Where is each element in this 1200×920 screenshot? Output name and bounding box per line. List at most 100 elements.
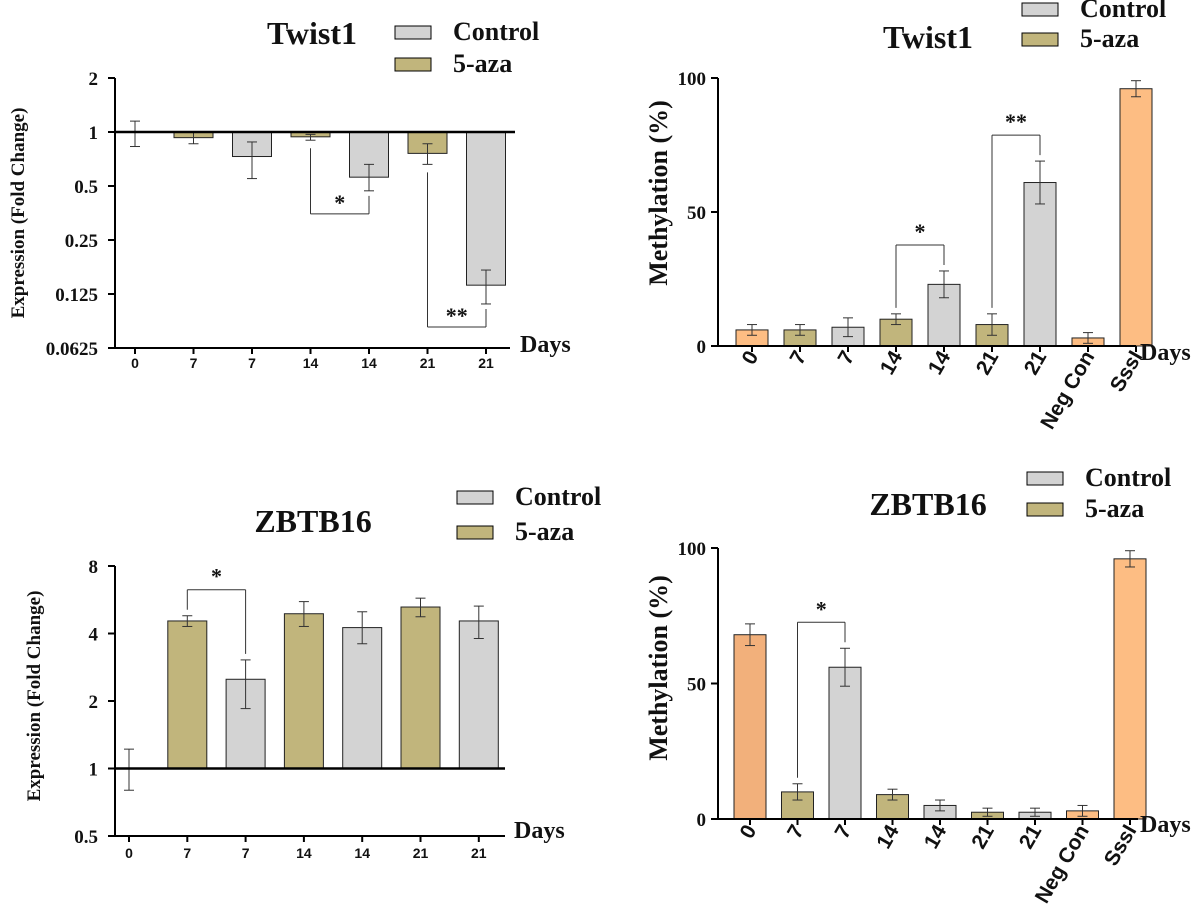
y-tick-label: 0 (697, 337, 707, 358)
error-bar-9 (1131, 80, 1141, 98)
significance-bracket-1 (310, 148, 370, 215)
chart-panel-3: ZBTB16 Control 5-aza Expression (Fold Chang… (24, 482, 601, 861)
x-tick-label: 21 (1015, 821, 1047, 853)
error-bar-7 (1030, 807, 1040, 817)
significance-label: ** (446, 303, 468, 328)
chart-title: Twist1 (267, 15, 357, 51)
x-tick-label: 21 (471, 845, 487, 861)
significance-bracket-2 (427, 172, 487, 328)
error-bar-8 (1077, 804, 1088, 817)
error-bar-1 (745, 623, 755, 647)
x-tick-label: 21 (478, 355, 494, 371)
error-bar-4 (887, 788, 898, 801)
error-bar-6 (987, 313, 997, 336)
x-tick-label: 7 (786, 347, 812, 369)
significance-bracket-2 (991, 134, 1041, 308)
significance-label: * (211, 564, 222, 589)
x-tick-label: 14 (354, 845, 370, 861)
x-tick-label: 14 (924, 347, 956, 379)
bar-6 (400, 606, 441, 769)
y-axis-title: Expression (Fold Change) (24, 591, 45, 802)
legend-label-control: Control (453, 17, 539, 46)
x-tick-label: 7 (834, 347, 860, 369)
y-axis-title: Expression (Fold Change) (8, 108, 29, 319)
error-bar-7 (1035, 160, 1045, 205)
x-tick-label: 7 (242, 845, 250, 861)
bar-7 (466, 131, 506, 286)
chart-title: ZBTB16 (254, 503, 371, 539)
y-tick-label: 4 (89, 625, 99, 646)
x-axis-title: Days (1140, 812, 1191, 838)
legend-label-control: Control (515, 482, 601, 511)
legend-swatch-control (1026, 471, 1064, 486)
error-bar-4 (305, 133, 316, 141)
error-bar-5 (935, 799, 945, 812)
x-axis-title: Days (1140, 340, 1191, 366)
y-tick-label: 1 (89, 760, 99, 781)
x-tick-label: 7 (831, 821, 857, 843)
significance-bracket-1 (895, 244, 945, 308)
x-tick-label: 7 (183, 845, 191, 861)
error-bar-7 (481, 269, 491, 305)
y-tick-label: 8 (89, 557, 99, 578)
x-tick-label: 21 (967, 821, 999, 853)
error-bar-2 (182, 615, 193, 627)
error-bar-7 (473, 605, 484, 639)
error-bar-3 (240, 659, 251, 710)
x-tick-label: 7 (783, 821, 809, 843)
error-bar-9 (1125, 550, 1135, 568)
bar-3 (828, 666, 862, 820)
y-tick-label: 50 (687, 675, 706, 696)
significance-label: * (334, 190, 345, 215)
y-tick-label: 100 (678, 69, 707, 90)
x-tick-label: 0 (738, 347, 764, 369)
legend-swatch-control (456, 490, 494, 505)
x-tick-label: 14 (920, 821, 952, 853)
error-bar-1 (747, 324, 757, 336)
error-bar-6 (422, 143, 433, 165)
bar-2 (167, 620, 208, 769)
y-axis-title: Methylation (%) (644, 100, 673, 286)
legend-label-aza: 5-aza (515, 517, 574, 546)
bar-1 (733, 634, 767, 820)
x-axis-title: Days (520, 332, 571, 358)
bar-7 (1023, 182, 1057, 347)
y-axis-title: Methylation (%) (644, 575, 673, 761)
y-tick-label: 0.5 (74, 827, 98, 848)
x-axis-title: Days (514, 818, 565, 844)
significance-bracket-1 (186, 589, 247, 654)
bar-9 (1119, 88, 1153, 347)
x-tick-label: 14 (876, 347, 908, 379)
error-bar-1 (130, 120, 140, 148)
y-tick-label: 0 (697, 810, 707, 831)
x-tick-label: 7 (190, 355, 198, 371)
bar-9 (1113, 558, 1147, 820)
error-bar-3 (247, 141, 257, 180)
legend-label-control: Control (1080, 0, 1166, 23)
bar-7 (458, 620, 499, 769)
x-tick-label: 14 (872, 821, 904, 853)
y-tick-label: 0.5 (74, 177, 98, 198)
x-tick-label: 21 (1020, 347, 1052, 379)
x-tick-label: 7 (248, 355, 256, 371)
error-bar-6 (982, 807, 993, 817)
bar-4 (283, 613, 324, 770)
significance-bracket-1 (797, 621, 846, 778)
legend-label-aza: 5-aza (1080, 24, 1139, 53)
x-tick-label: 21 (413, 845, 429, 861)
y-tick-label: 100 (678, 539, 707, 560)
x-tick-label: 0 (736, 821, 762, 843)
y-tick-label: 0.25 (65, 231, 98, 252)
x-tick-label: 14 (296, 845, 312, 861)
error-bar-3 (843, 317, 853, 338)
x-tick-label: SssI (1100, 821, 1142, 870)
legend-swatch-control (1021, 2, 1059, 17)
x-tick-label: 0 (131, 355, 139, 371)
error-bar-5 (939, 270, 949, 299)
legend-label-aza: 5-aza (453, 49, 512, 78)
legend-swatch-control (394, 25, 432, 40)
